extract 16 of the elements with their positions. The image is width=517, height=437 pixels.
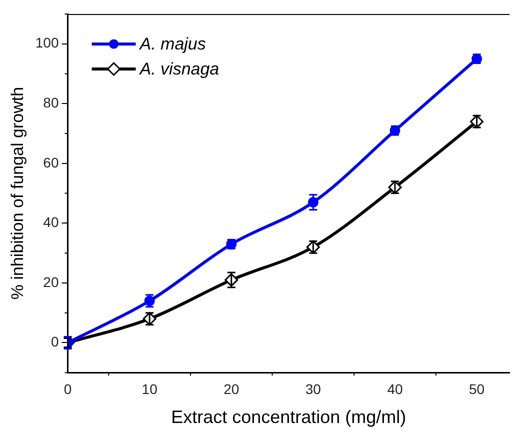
x-tick-label: 50: [468, 380, 485, 397]
x-tick-label: 20: [224, 380, 240, 397]
y-tick-label: 80: [43, 94, 59, 111]
x-tick-label: 40: [387, 380, 403, 397]
y-tick-label: 0: [50, 334, 59, 350]
y-tick-label: 60: [43, 154, 59, 170]
y-tick-label: 20: [43, 274, 59, 290]
legend-label: A. visnaga: [138, 60, 220, 79]
x-tick-label: 30: [305, 380, 322, 397]
legend-label: A. majus: [138, 34, 206, 54]
x-axis-title: Extract concentration (mg/ml): [171, 407, 406, 428]
x-tick-label: 0: [64, 380, 72, 397]
x-tick-label: 10: [142, 380, 158, 397]
y-tick-label: 40: [43, 214, 59, 230]
y-tick-label: 100: [35, 34, 59, 51]
y-axis-title: % inhibition of fungal growth: [8, 86, 27, 300]
